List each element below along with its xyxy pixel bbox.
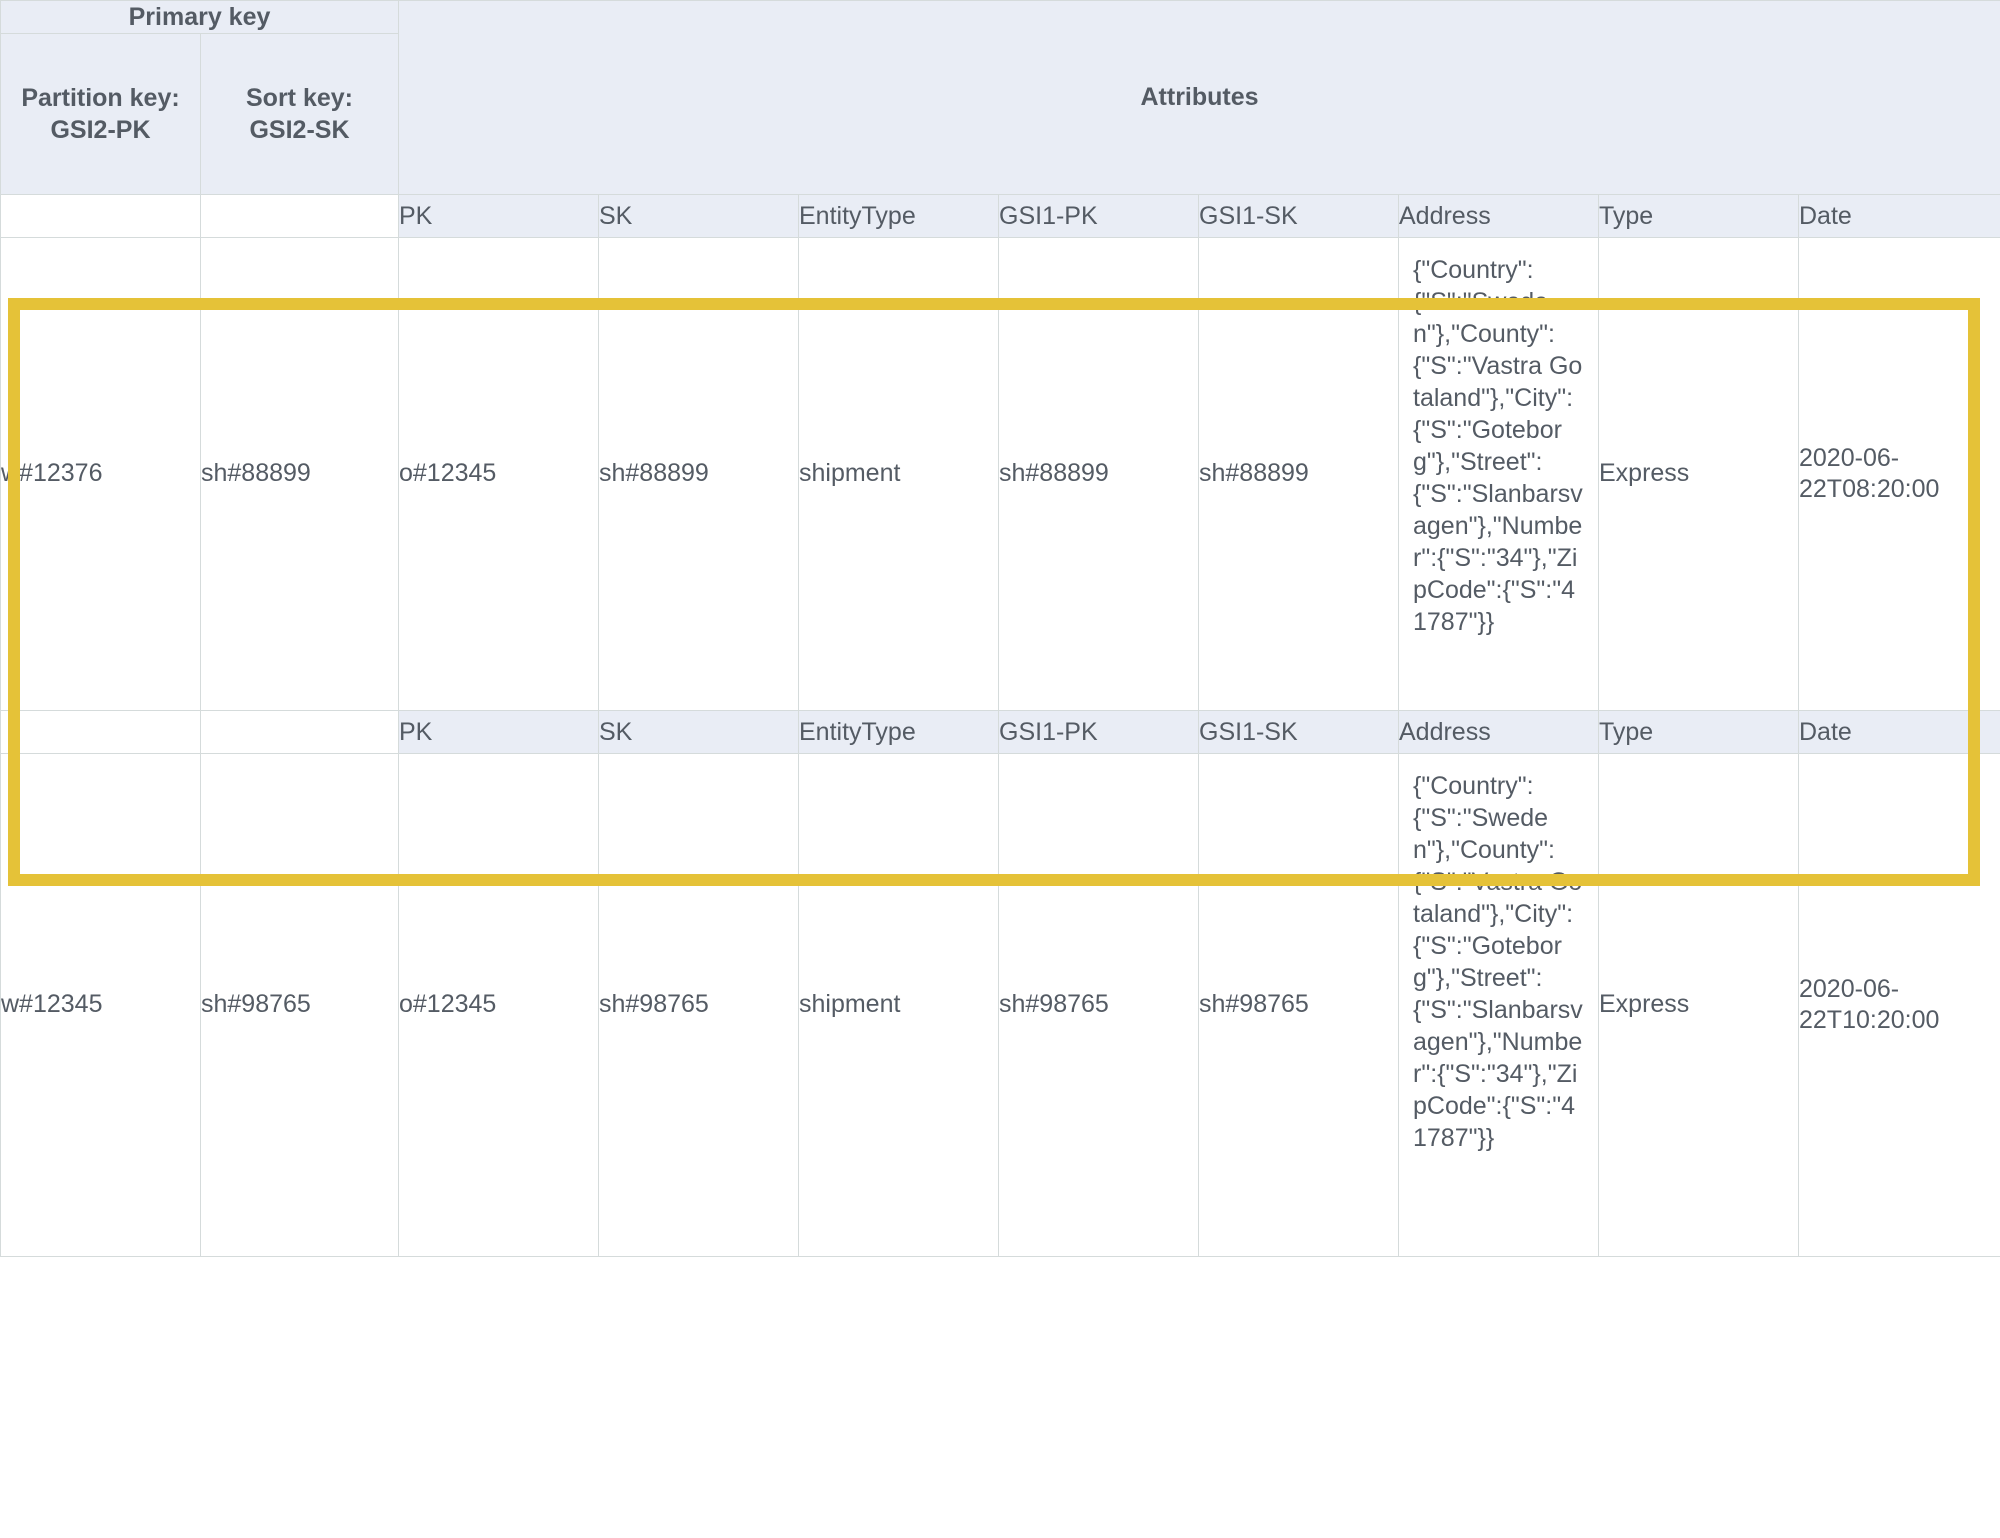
column-header-entitytype: EntityType <box>798 194 999 238</box>
group-header-row: Primary key Attributes <box>0 0 2000 195</box>
cell-type: Express <box>1598 753 1799 1257</box>
blank-key-cell <box>200 710 399 754</box>
column-header-pk: PK <box>398 194 599 238</box>
column-header-gsi1-pk: GSI1-PK <box>998 194 1199 238</box>
attribute-header-row-2: PK SK EntityType GSI1-PK GSI1-SK Address… <box>0 710 2000 754</box>
column-header-address: Address <box>1398 710 1599 754</box>
cell-address: {"Country":{"S":"Sweden"},"County":{"S":… <box>1398 753 1599 1257</box>
column-header-gsi1-sk: GSI1-SK <box>1198 194 1399 238</box>
key-header-row: Partition key: GSI2-PK Sort key: GSI2-SK <box>0 33 2000 195</box>
cell-gsi2-sk: sh#98765 <box>200 753 399 1257</box>
cell-sk: sh#98765 <box>598 753 799 1257</box>
cell-gsi1-pk: sh#98765 <box>998 753 1199 1257</box>
column-header-type: Type <box>1598 194 1799 238</box>
column-header-sk: SK <box>598 710 799 754</box>
attributes-group-header: Attributes <box>397 0 2000 195</box>
table-row[interactable]: w#12376 sh#88899 o#12345 sh#88899 shipme… <box>0 237 2000 711</box>
cell-date: 2020-06-22T10:20:00 <box>1797 753 2000 1257</box>
column-header-sk: SK <box>598 194 799 238</box>
cell-pk: o#12345 <box>398 753 599 1257</box>
column-header-entitytype: EntityType <box>798 710 999 754</box>
column-header-pk: PK <box>398 710 599 754</box>
column-header-date: Date <box>1797 710 2000 754</box>
cell-gsi2-pk: w#12345 <box>0 753 201 1257</box>
gsi2-index-table: Primary key Attributes Partition key: GS… <box>0 0 2000 1257</box>
blank-key-cell <box>200 194 399 238</box>
cell-gsi1-sk: sh#88899 <box>1198 237 1399 711</box>
cell-pk: o#12345 <box>398 237 599 711</box>
blank-key-cell <box>0 194 201 238</box>
cell-gsi2-pk: w#12376 <box>0 237 201 711</box>
cell-entitytype: shipment <box>798 753 999 1257</box>
cell-sk: sh#88899 <box>598 237 799 711</box>
column-header-address: Address <box>1398 194 1599 238</box>
cell-address: {"Country":{"S":"Sweden"},"County":{"S":… <box>1398 237 1599 711</box>
sort-key-header: Sort key: GSI2-SK <box>200 33 399 195</box>
blank-key-cell <box>0 710 201 754</box>
cell-gsi1-pk: sh#88899 <box>998 237 1199 711</box>
cell-date: 2020-06-22T08:20:00 <box>1797 237 2000 711</box>
attribute-header-row-1: PK SK EntityType GSI1-PK GSI1-SK Address… <box>0 194 2000 238</box>
cell-type: Express <box>1598 237 1799 711</box>
cell-gsi2-sk: sh#88899 <box>200 237 399 711</box>
primary-key-group-header: Primary key <box>0 0 399 34</box>
table-row[interactable]: w#12345 sh#98765 o#12345 sh#98765 shipme… <box>0 753 2000 1257</box>
column-header-type: Type <box>1598 710 1799 754</box>
cell-gsi1-sk: sh#98765 <box>1198 753 1399 1257</box>
column-header-date: Date <box>1797 194 2000 238</box>
column-header-gsi1-sk: GSI1-SK <box>1198 710 1399 754</box>
cell-entitytype: shipment <box>798 237 999 711</box>
column-header-gsi1-pk: GSI1-PK <box>998 710 1199 754</box>
partition-key-header: Partition key: GSI2-PK <box>0 33 201 195</box>
